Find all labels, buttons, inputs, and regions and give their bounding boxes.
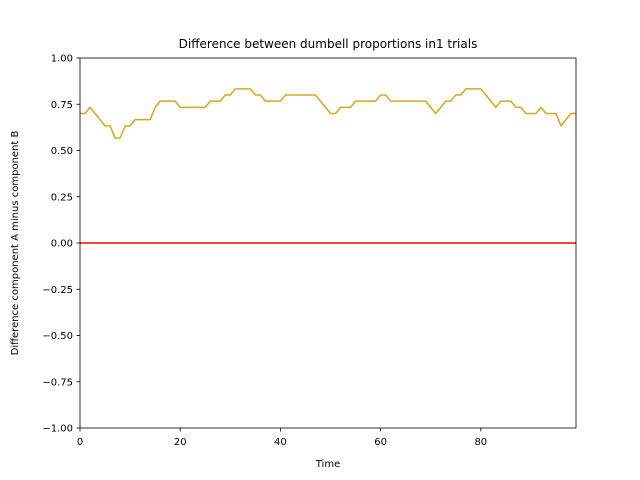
y-tick-label: 0.50 [51,146,73,157]
y-tick-label: −0.75 [42,377,73,388]
y-tick-label: −0.50 [42,331,73,342]
series-layer [80,88,576,244]
x-axis-title: Time [315,459,340,470]
plot-frame [79,57,577,429]
y-axis-title: Difference component A minus component B [10,131,21,356]
chart-title: Difference between dumbell proportions i… [179,37,478,51]
x-tick-label: 0 [77,437,83,448]
y-tick-label: 1.00 [51,54,73,65]
x-tick-label: 20 [174,437,187,448]
y-tick-label: 0.75 [51,100,73,111]
y-axis-ticks: −1.00 −0.75 −0.50 −0.25 0.00 0.25 0.50 0.75 1.00 [42,54,80,435]
series-line-0 [80,88,576,139]
x-axis-ticks: 0 20 40 60 80 [77,428,487,448]
y-tick-label: 0.00 [51,239,73,250]
x-tick-label: 60 [374,437,387,448]
y-tick-label: −1.00 [42,424,73,435]
y-tick-label: −0.25 [42,285,73,296]
x-tick-label: 40 [274,437,287,448]
x-tick-label: 80 [474,437,487,448]
y-tick-label: 0.25 [51,192,73,203]
